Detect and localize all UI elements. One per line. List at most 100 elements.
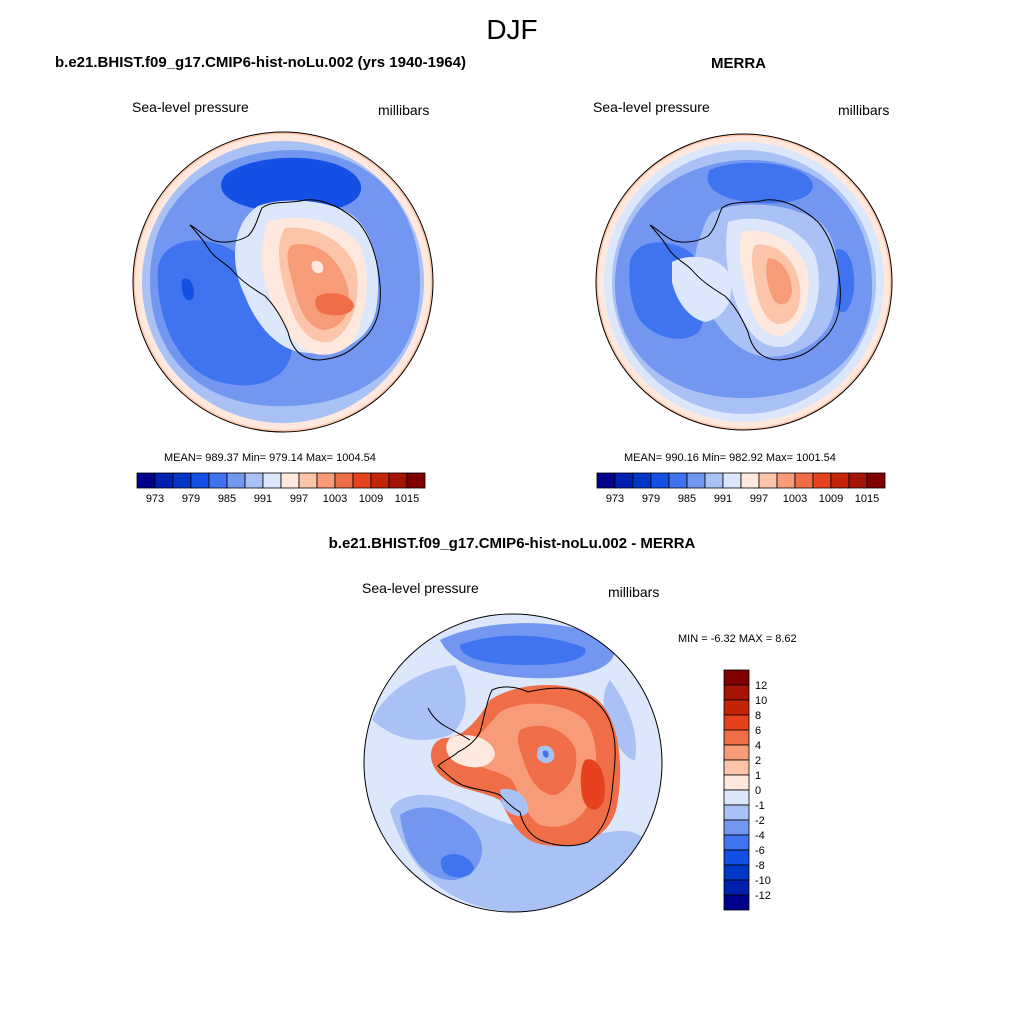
colorbar-cell [722, 472, 742, 489]
colorbar-tick-label: 6 [755, 725, 761, 737]
colorbar-cell [316, 472, 336, 489]
colorbar-cell [723, 684, 750, 701]
colorbar-tick-label: 979 [182, 493, 200, 505]
colorbar-cell [614, 472, 634, 489]
colorbar-cell [334, 472, 354, 489]
colorbar-cell [650, 472, 670, 489]
colorbar-cell [172, 472, 192, 489]
colorbar-tick-label: 1 [755, 770, 761, 782]
panel-2-variable-label: Sea-level pressure [593, 99, 710, 115]
panel-1-map [132, 131, 434, 433]
colorbar-cell [723, 669, 750, 686]
colorbar-tick-label: -2 [755, 815, 765, 827]
colorbar-cell [190, 472, 210, 489]
colorbar-cell [370, 472, 390, 489]
colorbar-cell [848, 472, 868, 489]
colorbar-cell [704, 472, 724, 489]
colorbar-tick-label: 1003 [323, 493, 347, 505]
colorbar-tick-label: 0 [755, 785, 761, 797]
high-pressure-contour [315, 293, 354, 316]
colorbar-tick-label: 2 [755, 755, 761, 767]
colorbar-cell [388, 472, 408, 489]
colorbar-tick-label: -10 [755, 875, 771, 887]
colorbar-cell [262, 472, 282, 489]
map-boundary [363, 613, 663, 913]
colorbar-cell [596, 472, 616, 489]
colorbar-cell [136, 472, 156, 489]
colorbar-tick-label: 8 [755, 710, 761, 722]
panel-1-units-label: millibars [378, 102, 430, 118]
colorbar-tick-label: 12 [755, 680, 767, 692]
colorbar-tick-label: -4 [755, 830, 765, 842]
antarctica-coastline [189, 199, 381, 361]
colorbar-cell [280, 472, 300, 489]
colorbar-cell [723, 879, 750, 896]
difference-variable-label: Sea-level pressure [362, 580, 479, 596]
colorbar-cell [632, 472, 652, 489]
colorbar-tick-label: -6 [755, 845, 765, 857]
colorbar-tick-label: -8 [755, 860, 765, 872]
colorbar-cell [668, 472, 688, 489]
colorbar-cell [352, 472, 372, 489]
colorbar-tick-label: 985 [218, 493, 236, 505]
antarctica-coastline [649, 199, 841, 361]
colorbar-cell [723, 699, 750, 716]
panel-2-units-label: millibars [838, 102, 890, 118]
colorbar-tick-label: 1015 [395, 493, 419, 505]
colorbar-cell [812, 472, 832, 489]
negative-anomaly-fill [460, 635, 586, 666]
low-pressure-contour [707, 162, 813, 204]
colorbar-cell [723, 864, 750, 881]
colorbar-cell [723, 714, 750, 731]
colorbar-cell [740, 472, 760, 489]
colorbar-cell [154, 472, 174, 489]
colorbar-tick-label: 979 [642, 493, 660, 505]
antarctica-coastline [437, 686, 616, 847]
colorbar-cell [723, 744, 750, 761]
colorbar-tick-label: -12 [755, 890, 771, 902]
colorbar-tick-label: 991 [714, 493, 732, 505]
positive-anomaly-fill [446, 735, 495, 768]
high-pressure-contour [766, 258, 792, 305]
colorbar-cell [723, 789, 750, 806]
colorbar-cell [866, 472, 886, 489]
positive-anomaly-fill [580, 759, 605, 810]
colorbar-cell [776, 472, 796, 489]
colorbar-cell [830, 472, 850, 489]
colorbar-tick-label: -1 [755, 800, 765, 812]
low-pressure-contour [221, 157, 362, 213]
colorbar-cell [723, 849, 750, 866]
panel-1-stats: MEAN= 989.37 Min= 979.14 Max= 1004.54 [164, 452, 376, 464]
colorbar-tick-label: 10 [755, 695, 767, 707]
difference-units-label: millibars [608, 584, 660, 600]
panel-2-stats: MEAN= 990.16 Min= 982.92 Max= 1001.54 [624, 452, 836, 464]
panel-2-title: MERRA [711, 55, 766, 72]
negative-anomaly-fill [500, 788, 529, 816]
colorbar-tick-label: 997 [290, 493, 308, 505]
difference-stats: MIN = -6.32 MAX = 8.62 [678, 633, 797, 645]
colorbar-tick-label: 1009 [359, 493, 383, 505]
panel-2-colorbar: 973 979 985 991 997 1003 1009 1015 [596, 472, 886, 505]
colorbar-cell [686, 472, 706, 489]
colorbar-cell [794, 472, 814, 489]
colorbar-tick-label: 973 [606, 493, 624, 505]
colorbar-cell [723, 729, 750, 746]
figure-title: DJF [486, 14, 538, 45]
low-pressure-contour [181, 278, 194, 301]
map-fill [672, 256, 732, 322]
negative-anomaly-fill [603, 680, 636, 760]
panel-2-map [595, 133, 893, 431]
colorbar-tick-label: 1009 [819, 493, 843, 505]
colorbar-cell [723, 804, 750, 821]
antarctic-peninsula-coastline [427, 707, 471, 741]
colorbar-cell [758, 472, 778, 489]
colorbar-cell [723, 894, 750, 911]
colorbar-tick-label: 1003 [783, 493, 807, 505]
colorbar-tick-label: 997 [750, 493, 768, 505]
difference-map [363, 613, 663, 913]
colorbar-cell [406, 472, 426, 489]
map-boundary [595, 133, 893, 431]
negative-anomaly-fill [372, 665, 466, 740]
colorbar-tick-label: 991 [254, 493, 272, 505]
